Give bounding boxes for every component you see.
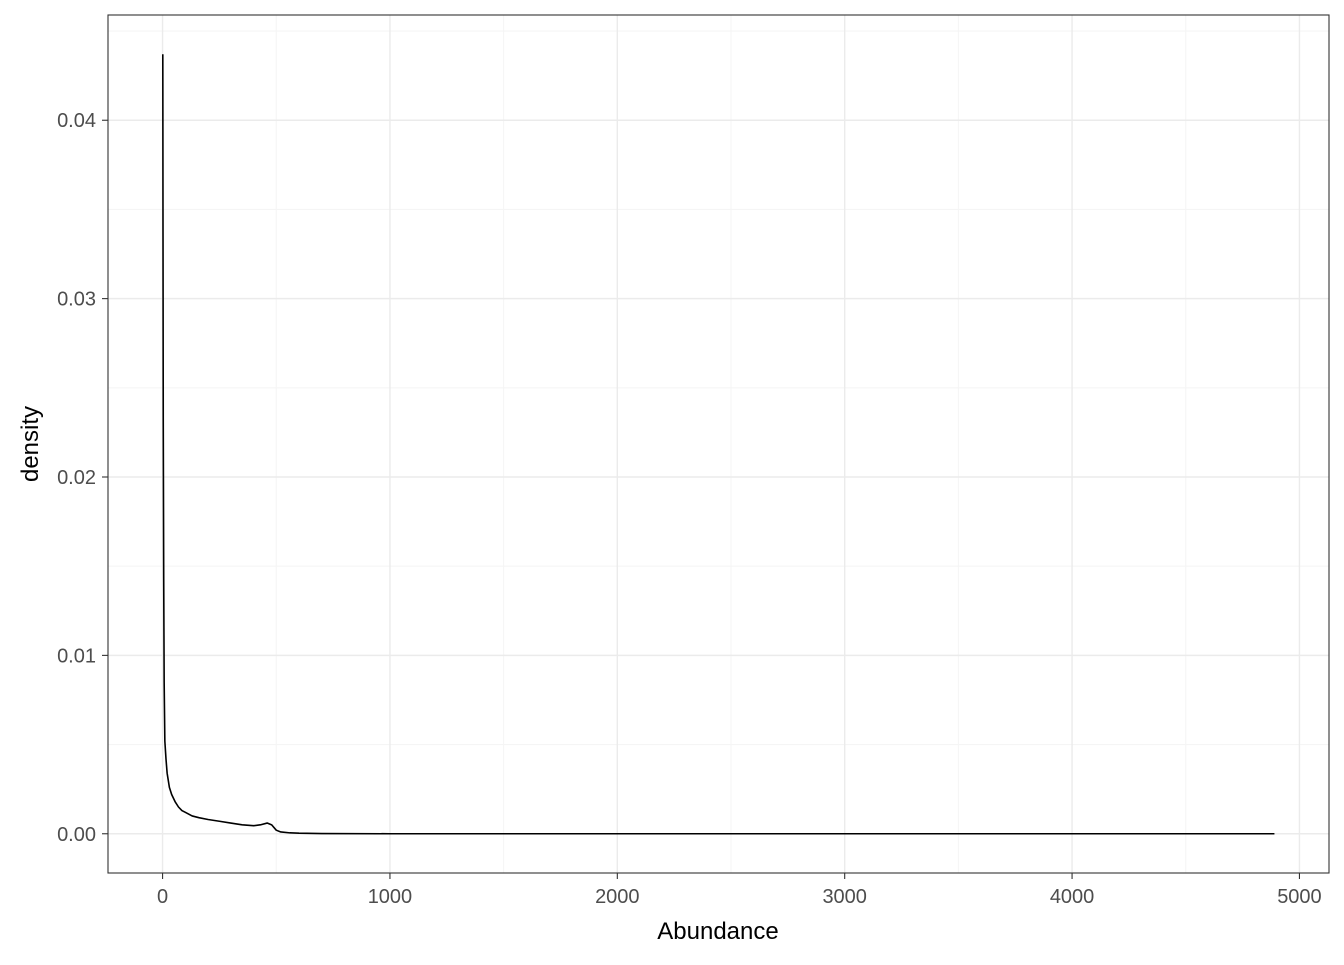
plot-panel-border xyxy=(107,14,1330,874)
x-tick-label: 1000 xyxy=(368,886,413,908)
x-tick-label: 5000 xyxy=(1277,886,1322,908)
y-axis: 0.00 0.01 0.02 0.03 0.04 xyxy=(57,110,108,846)
y-axis-title: density xyxy=(17,406,44,482)
x-tick-label: 4000 xyxy=(1050,886,1095,908)
plot-panel-background xyxy=(108,15,1329,873)
y-tick-label: 0.04 xyxy=(57,110,96,132)
x-tick-label: 2000 xyxy=(595,886,640,908)
x-axis-title: Abundance xyxy=(657,918,778,945)
minor-gridlines xyxy=(108,15,1329,873)
y-tick-label: 0.00 xyxy=(57,824,96,846)
density-line xyxy=(162,54,1275,835)
y-tick-label: 0.03 xyxy=(57,289,96,311)
x-tick-label: 3000 xyxy=(822,886,867,908)
y-tick-label: 0.02 xyxy=(57,467,96,489)
y-tick-label: 0.01 xyxy=(57,645,96,667)
x-tick-label: 0 xyxy=(157,886,168,908)
x-axis: 0 1000 2000 3000 4000 5000 xyxy=(157,873,1322,908)
series-layer xyxy=(162,54,1275,835)
